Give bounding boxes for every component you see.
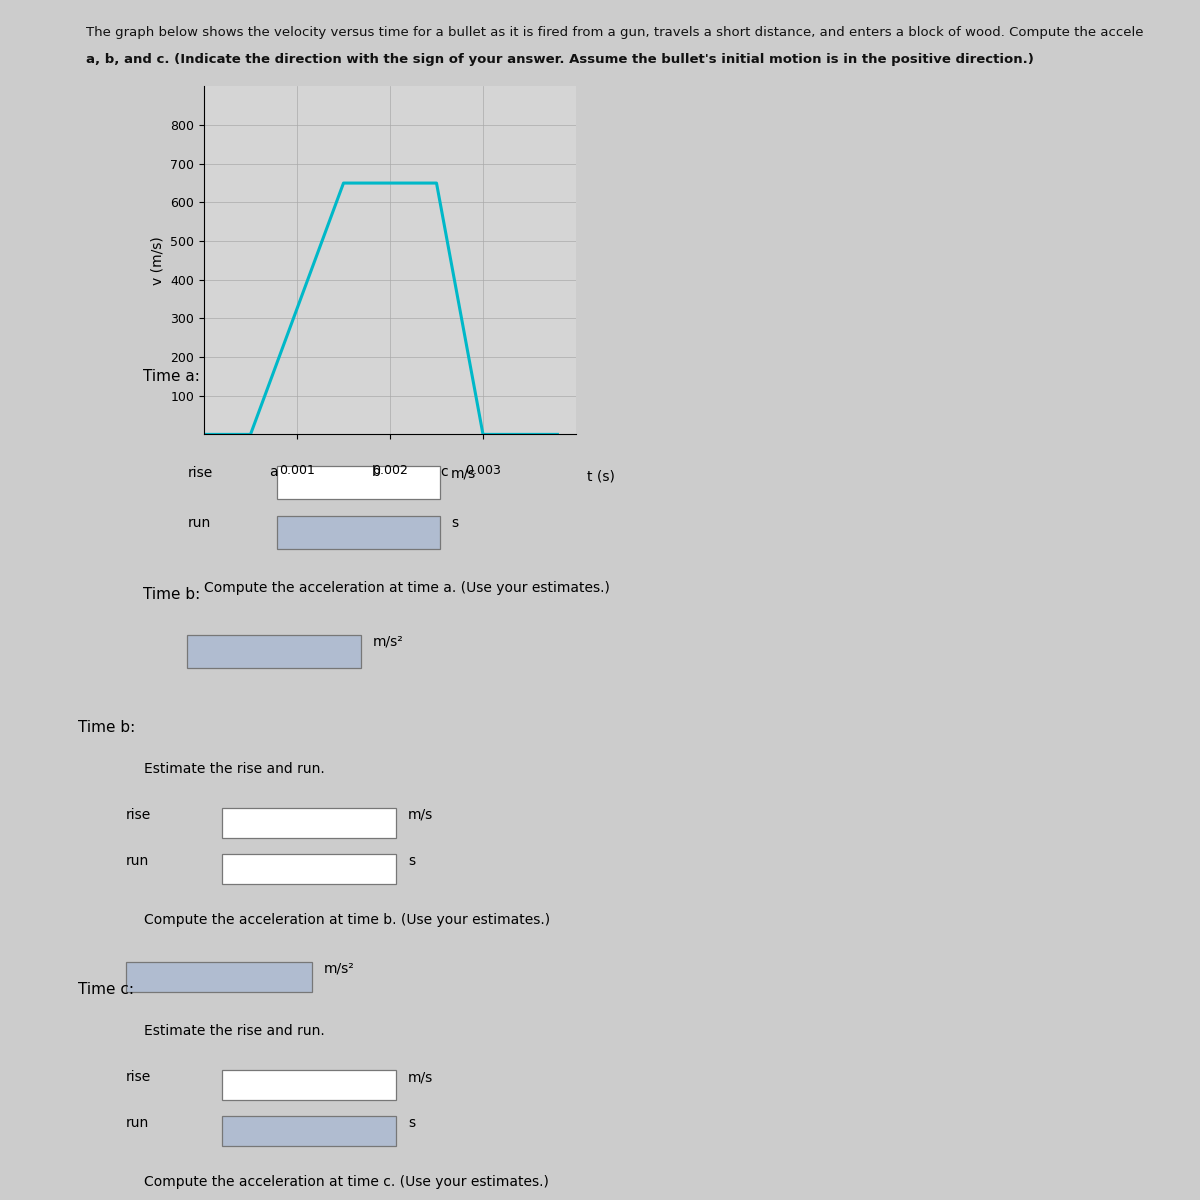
FancyBboxPatch shape (222, 1116, 396, 1146)
Text: Estimate the rise and run.: Estimate the rise and run. (144, 762, 325, 776)
Text: Time b:: Time b: (78, 720, 136, 734)
FancyBboxPatch shape (277, 466, 440, 499)
Text: rise: rise (126, 808, 151, 822)
Y-axis label: v (m/s): v (m/s) (151, 236, 164, 284)
FancyBboxPatch shape (126, 962, 312, 992)
Text: Estimate the rise and run.: Estimate the rise and run. (204, 416, 385, 430)
Text: a, b, and c. (Indicate the direction with the sign of your answer. Assume the bu: a, b, and c. (Indicate the direction wit… (86, 53, 1034, 66)
FancyBboxPatch shape (222, 808, 396, 838)
FancyBboxPatch shape (222, 854, 396, 884)
FancyBboxPatch shape (277, 516, 440, 550)
Text: t (s): t (s) (587, 469, 616, 484)
Text: run: run (126, 1116, 149, 1130)
Text: m/s²: m/s² (324, 962, 355, 976)
Text: run: run (187, 516, 211, 530)
Text: Compute the acceleration at time b. (Use your estimates.): Compute the acceleration at time b. (Use… (144, 913, 550, 926)
Text: Time a:: Time a: (143, 370, 199, 384)
Text: b: b (372, 466, 380, 479)
Text: s: s (408, 854, 415, 868)
Text: s: s (451, 516, 458, 530)
Text: rise: rise (126, 1070, 151, 1084)
Text: c: c (440, 466, 448, 479)
Text: Compute the acceleration at time c. (Use your estimates.): Compute the acceleration at time c. (Use… (144, 1175, 548, 1189)
Text: run: run (126, 854, 149, 868)
Text: a: a (270, 466, 278, 479)
Text: rise: rise (187, 466, 212, 480)
Text: m/s²: m/s² (372, 635, 403, 649)
Text: The graph below shows the velocity versus time for a bullet as it is fired from : The graph below shows the velocity versu… (86, 25, 1144, 38)
Text: Time c:: Time c: (78, 982, 134, 996)
Text: Estimate the rise and run.: Estimate the rise and run. (144, 1024, 325, 1038)
FancyBboxPatch shape (187, 635, 361, 667)
Text: Compute the acceleration at time a. (Use your estimates.): Compute the acceleration at time a. (Use… (204, 581, 610, 595)
Text: m/s: m/s (451, 466, 476, 480)
Text: m/s: m/s (408, 808, 433, 822)
Text: s: s (408, 1116, 415, 1130)
Text: m/s: m/s (408, 1070, 433, 1084)
FancyBboxPatch shape (222, 1070, 396, 1100)
Text: Time b:: Time b: (143, 588, 199, 602)
